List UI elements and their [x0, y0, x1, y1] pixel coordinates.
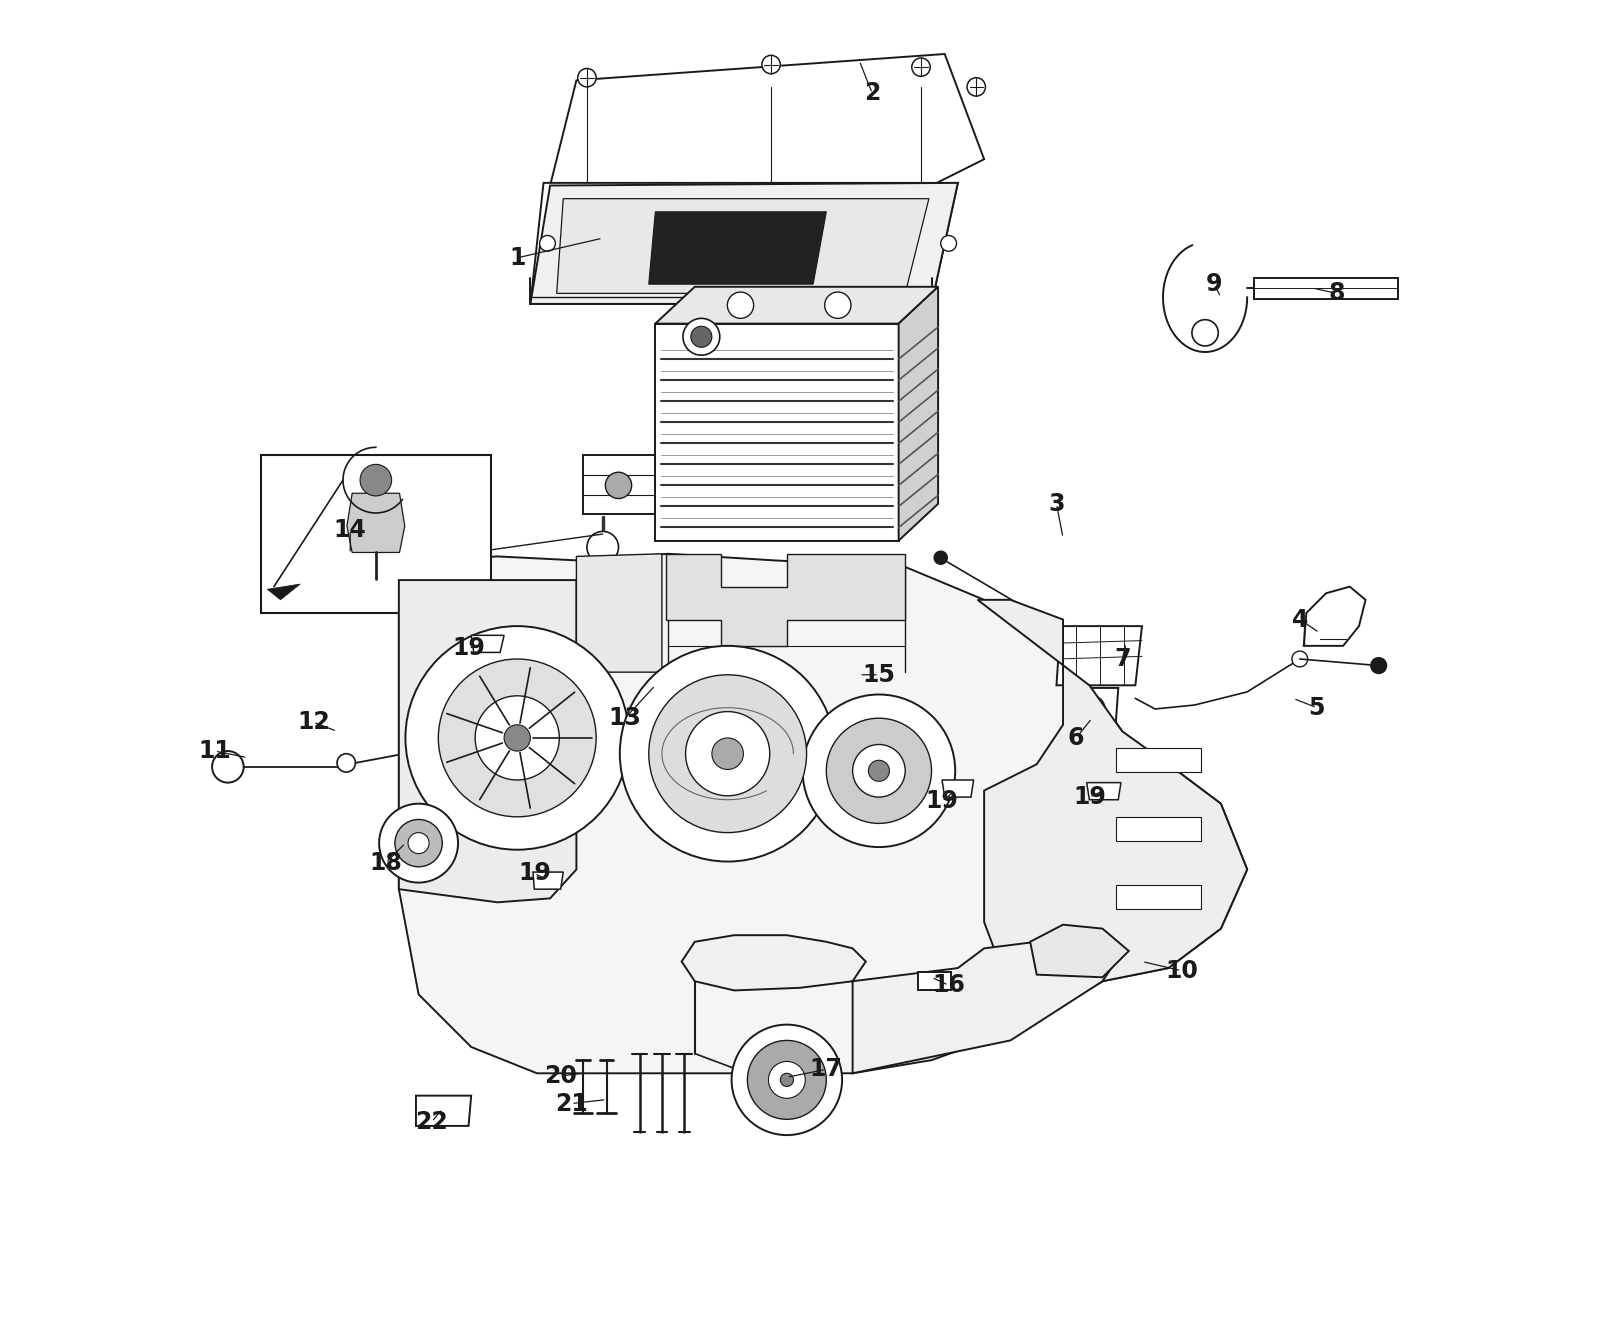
Text: 10: 10: [1165, 958, 1198, 983]
Polygon shape: [1086, 783, 1122, 800]
Ellipse shape: [707, 291, 755, 318]
Ellipse shape: [803, 695, 955, 847]
Polygon shape: [1304, 587, 1365, 646]
Text: 12: 12: [298, 710, 330, 734]
Text: 15: 15: [862, 663, 896, 687]
Polygon shape: [1030, 925, 1130, 977]
Polygon shape: [1056, 626, 1142, 685]
Text: 6: 6: [1067, 726, 1085, 750]
Text: 16: 16: [933, 973, 965, 998]
Polygon shape: [656, 324, 899, 540]
Text: 5: 5: [1309, 696, 1325, 720]
Ellipse shape: [1192, 320, 1218, 347]
Text: 9: 9: [1206, 272, 1222, 297]
Ellipse shape: [619, 646, 835, 862]
Text: 22: 22: [416, 1110, 448, 1133]
Ellipse shape: [438, 659, 597, 817]
Polygon shape: [682, 936, 1115, 1073]
Ellipse shape: [853, 745, 906, 797]
Bar: [1115, 817, 1202, 841]
Ellipse shape: [966, 78, 986, 96]
Ellipse shape: [379, 804, 458, 883]
Ellipse shape: [826, 718, 931, 824]
Text: 1: 1: [509, 246, 525, 270]
Polygon shape: [978, 600, 1246, 1027]
Polygon shape: [530, 183, 958, 304]
Ellipse shape: [824, 293, 851, 319]
Ellipse shape: [731, 1024, 842, 1135]
Text: 3: 3: [1048, 492, 1064, 515]
Polygon shape: [1070, 688, 1118, 725]
Polygon shape: [550, 54, 984, 186]
Polygon shape: [582, 455, 656, 514]
Ellipse shape: [578, 69, 597, 87]
Text: 19: 19: [453, 637, 485, 660]
Ellipse shape: [408, 833, 429, 854]
Bar: [1115, 886, 1202, 909]
Polygon shape: [899, 287, 938, 540]
Ellipse shape: [413, 742, 426, 755]
Text: 19: 19: [1074, 786, 1106, 809]
Ellipse shape: [781, 1073, 794, 1086]
Ellipse shape: [475, 696, 560, 780]
Bar: [261, 455, 491, 613]
Text: 13: 13: [608, 706, 642, 730]
Polygon shape: [267, 584, 301, 600]
Ellipse shape: [539, 236, 555, 252]
Ellipse shape: [605, 472, 632, 498]
Polygon shape: [557, 199, 930, 294]
Ellipse shape: [1371, 658, 1387, 673]
Bar: [1115, 749, 1202, 772]
Text: 11: 11: [198, 739, 230, 763]
Text: 19: 19: [926, 789, 958, 813]
Bar: [918, 971, 952, 990]
Ellipse shape: [1291, 651, 1307, 667]
Ellipse shape: [338, 754, 355, 772]
Text: 8: 8: [1328, 281, 1346, 306]
Text: 4: 4: [1291, 608, 1307, 631]
Polygon shape: [707, 304, 755, 324]
Ellipse shape: [395, 820, 442, 867]
Text: 2: 2: [864, 82, 880, 105]
Ellipse shape: [941, 236, 957, 252]
Ellipse shape: [762, 55, 781, 74]
Ellipse shape: [360, 464, 392, 496]
Polygon shape: [530, 183, 958, 304]
Text: 19: 19: [518, 862, 550, 886]
Ellipse shape: [768, 1061, 805, 1098]
Ellipse shape: [691, 327, 712, 347]
Ellipse shape: [1078, 696, 1106, 722]
Polygon shape: [656, 287, 938, 324]
Ellipse shape: [683, 319, 720, 355]
Polygon shape: [576, 554, 662, 672]
Polygon shape: [1254, 278, 1398, 299]
Ellipse shape: [869, 760, 890, 782]
Ellipse shape: [712, 738, 744, 770]
Ellipse shape: [587, 531, 619, 563]
Polygon shape: [470, 635, 504, 652]
Ellipse shape: [934, 551, 947, 564]
Ellipse shape: [912, 58, 930, 76]
Polygon shape: [942, 780, 974, 797]
Polygon shape: [648, 212, 826, 285]
Ellipse shape: [747, 1040, 826, 1119]
Text: 20: 20: [544, 1064, 578, 1087]
Polygon shape: [666, 554, 906, 646]
Polygon shape: [416, 1095, 470, 1126]
Text: 18: 18: [370, 851, 402, 875]
Text: 21: 21: [555, 1091, 587, 1115]
Text: 7: 7: [1114, 647, 1131, 671]
Text: 14: 14: [334, 518, 366, 542]
Text: 17: 17: [810, 1057, 843, 1081]
Ellipse shape: [685, 712, 770, 796]
Ellipse shape: [648, 675, 806, 833]
Polygon shape: [533, 873, 563, 890]
Polygon shape: [398, 580, 576, 903]
Polygon shape: [347, 493, 405, 552]
Ellipse shape: [405, 626, 629, 850]
Ellipse shape: [504, 725, 530, 751]
Ellipse shape: [213, 751, 243, 783]
Polygon shape: [398, 554, 1246, 1073]
Ellipse shape: [728, 293, 754, 319]
